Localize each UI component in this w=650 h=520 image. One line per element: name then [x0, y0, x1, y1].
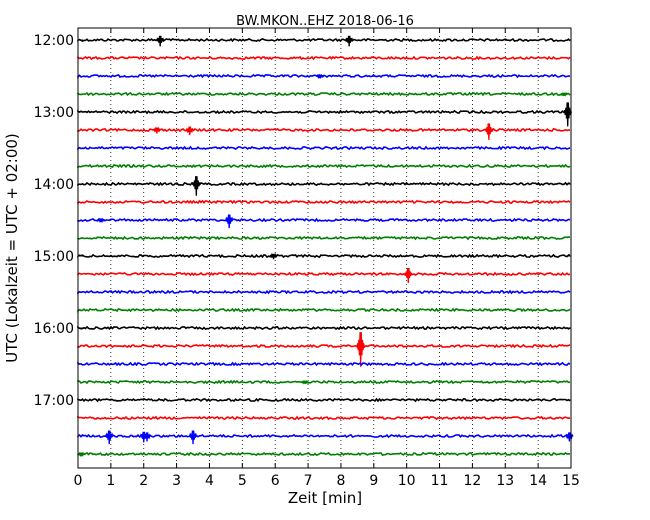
x-tick-label: 5	[238, 473, 247, 489]
x-axis-label: Zeit [min]	[288, 489, 362, 507]
trace-line	[77, 91, 571, 97]
seismic-event	[344, 35, 354, 47]
trace-line	[77, 415, 571, 421]
x-tick-label: 7	[304, 473, 313, 489]
trace-line	[77, 55, 571, 61]
x-tick-label: 15	[562, 473, 580, 489]
trace-line	[77, 325, 571, 331]
trace-line	[77, 37, 571, 43]
seismic-event	[404, 267, 413, 284]
seismic-event	[185, 126, 194, 136]
x-tick-label: 6	[271, 473, 280, 489]
x-tick-label: 2	[139, 473, 148, 489]
x-tick-label: 4	[205, 473, 214, 489]
y-tick-label: 12:00	[34, 33, 74, 49]
seismic-event	[484, 123, 494, 140]
chart-title: BW.MKON..EHZ 2018-06-16	[236, 14, 414, 29]
seismic-event	[77, 451, 86, 458]
seismic-event	[224, 214, 234, 229]
x-tick-label: 0	[74, 473, 83, 489]
x-axis: 0 1 2 3 4 5 6 7 8 9 10 11 12 13 14 15	[74, 28, 580, 489]
y-tick-label: 16:00	[34, 321, 74, 337]
y-axis-label: UTC (Lokalzeit = UTC + 02:00)	[3, 133, 21, 363]
trace-line	[77, 109, 571, 115]
seismic-event	[300, 380, 309, 385]
seismic-event	[105, 430, 114, 445]
seismic-event	[565, 432, 574, 442]
y-tick-label: 17:00	[34, 393, 74, 409]
trace-line	[77, 235, 571, 241]
x-tick-label: 13	[496, 473, 514, 489]
trace-line	[77, 397, 571, 403]
trace-line	[77, 253, 571, 259]
plot-frame	[77, 27, 572, 469]
trace-line	[77, 433, 571, 439]
x-tick-label: 12	[463, 473, 481, 489]
trace-line	[77, 163, 571, 169]
seismic-event	[155, 35, 165, 47]
trace-line	[77, 127, 571, 133]
x-tick-label: 10	[398, 473, 416, 489]
seismic-event	[560, 92, 569, 97]
seismic-event	[269, 252, 278, 260]
trace-line	[77, 73, 571, 79]
trace-line	[77, 289, 571, 295]
trace-line	[77, 145, 571, 151]
trace-line	[77, 343, 571, 349]
x-tick-label: 1	[106, 473, 115, 489]
grid-lines	[110, 28, 539, 468]
seismic-event	[96, 217, 106, 224]
trace-line	[77, 379, 571, 385]
x-tick-label: 3	[172, 473, 181, 489]
seismic-event	[563, 102, 572, 127]
trace-line	[77, 361, 571, 367]
y-tick-label: 13:00	[34, 105, 74, 121]
trace-group	[77, 35, 574, 458]
trace-line	[77, 217, 571, 223]
x-tick-label: 11	[431, 473, 449, 489]
trace-line	[77, 307, 571, 313]
y-axis: 12:00 13:00 14:00 15:00 16:00 17:00	[34, 33, 571, 409]
trace-line	[77, 199, 571, 205]
y-tick-label: 15:00	[34, 249, 74, 265]
y-tick-label: 14:00	[34, 177, 74, 193]
trace-line	[77, 451, 571, 457]
trace-line	[77, 181, 571, 187]
seismic-event	[356, 332, 365, 367]
trace-line	[77, 271, 571, 277]
seismic-event	[142, 432, 152, 442]
seismic-event	[188, 430, 198, 445]
seismic-event	[152, 126, 162, 134]
x-tick-label: 9	[369, 473, 378, 489]
x-tick-label: 14	[529, 473, 547, 489]
seismic-event	[192, 176, 201, 196]
seismic-event	[315, 73, 324, 80]
x-tick-label: 8	[336, 473, 345, 489]
